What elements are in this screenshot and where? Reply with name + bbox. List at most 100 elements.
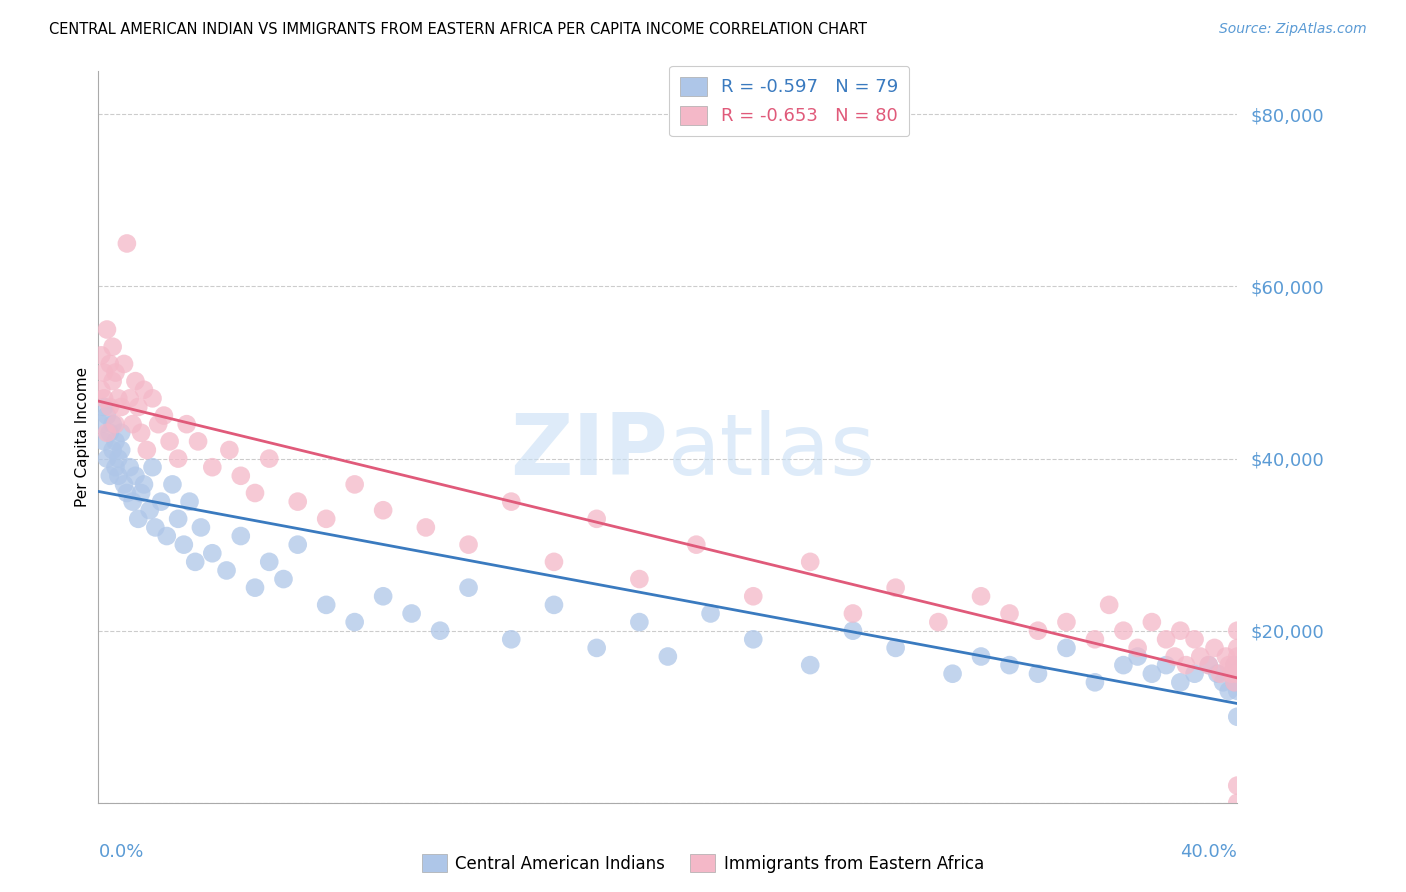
Point — [1226, 649, 1249, 664]
Point — [124, 468, 146, 483]
Point — [167, 512, 190, 526]
Point — [373, 503, 395, 517]
Point — [176, 417, 198, 432]
Point — [842, 624, 865, 638]
Point — [1226, 779, 1249, 793]
Point — [742, 632, 765, 647]
Point — [1140, 615, 1163, 629]
Point — [110, 442, 132, 457]
Point — [343, 615, 366, 629]
Point — [93, 400, 115, 414]
Point — [112, 357, 135, 371]
Point — [842, 607, 865, 621]
Point — [98, 400, 121, 414]
Point — [685, 538, 707, 552]
Point — [628, 572, 651, 586]
Point — [1084, 675, 1107, 690]
Point — [110, 400, 132, 414]
Point — [90, 348, 112, 362]
Point — [259, 451, 281, 466]
Point — [1226, 796, 1249, 810]
Text: 40.0%: 40.0% — [1181, 843, 1237, 861]
Point — [1026, 666, 1049, 681]
Point — [96, 425, 118, 440]
Point — [115, 486, 138, 500]
Point — [104, 366, 127, 380]
Point — [1223, 675, 1246, 690]
Point — [229, 529, 252, 543]
Point — [127, 512, 149, 526]
Text: CENTRAL AMERICAN INDIAN VS IMMIGRANTS FROM EASTERN AFRICA PER CAPITA INCOME CORR: CENTRAL AMERICAN INDIAN VS IMMIGRANTS FR… — [49, 22, 868, 37]
Point — [118, 460, 141, 475]
Point — [190, 520, 212, 534]
Point — [93, 434, 115, 449]
Point — [118, 392, 141, 406]
Point — [884, 640, 907, 655]
Point — [415, 520, 437, 534]
Point — [1170, 675, 1192, 690]
Point — [1223, 658, 1246, 673]
Point — [162, 477, 184, 491]
Point — [243, 486, 266, 500]
Point — [156, 529, 179, 543]
Point — [101, 374, 124, 388]
Point — [115, 236, 138, 251]
Point — [373, 589, 395, 603]
Point — [1184, 632, 1206, 647]
Point — [1223, 658, 1246, 673]
Point — [998, 658, 1021, 673]
Point — [201, 460, 224, 475]
Point — [243, 581, 266, 595]
Point — [401, 607, 423, 621]
Legend: R = -0.597   N = 79, R = -0.653   N = 80: R = -0.597 N = 79, R = -0.653 N = 80 — [669, 66, 910, 136]
Text: Source: ZipAtlas.com: Source: ZipAtlas.com — [1219, 22, 1367, 37]
Point — [141, 392, 163, 406]
Point — [1198, 658, 1220, 673]
Point — [501, 494, 523, 508]
Point — [1215, 649, 1237, 664]
Point — [201, 546, 224, 560]
Point — [159, 434, 181, 449]
Point — [129, 425, 152, 440]
Legend: Central American Indians, Immigrants from Eastern Africa: Central American Indians, Immigrants fro… — [415, 847, 991, 880]
Point — [93, 392, 115, 406]
Point — [127, 400, 149, 414]
Point — [101, 442, 124, 457]
Point — [1212, 675, 1234, 690]
Point — [315, 512, 337, 526]
Point — [107, 392, 129, 406]
Point — [104, 417, 127, 432]
Point — [315, 598, 337, 612]
Point — [1218, 684, 1240, 698]
Point — [141, 460, 163, 475]
Y-axis label: Per Capita Income: Per Capita Income — [75, 367, 90, 508]
Point — [970, 649, 993, 664]
Point — [1084, 632, 1107, 647]
Point — [628, 615, 651, 629]
Point — [457, 581, 479, 595]
Point — [107, 451, 129, 466]
Point — [1226, 684, 1249, 698]
Point — [1163, 649, 1185, 664]
Point — [927, 615, 949, 629]
Point — [1184, 666, 1206, 681]
Point — [187, 434, 209, 449]
Point — [1140, 666, 1163, 681]
Point — [1220, 666, 1243, 681]
Point — [998, 607, 1021, 621]
Point — [457, 538, 479, 552]
Point — [1206, 666, 1229, 681]
Point — [153, 409, 176, 423]
Point — [259, 555, 281, 569]
Point — [1098, 598, 1121, 612]
Point — [132, 383, 155, 397]
Point — [1112, 658, 1135, 673]
Point — [101, 417, 124, 432]
Point — [150, 494, 173, 508]
Point — [1226, 710, 1249, 724]
Point — [135, 442, 157, 457]
Point — [184, 555, 207, 569]
Point — [96, 409, 118, 423]
Point — [107, 468, 129, 483]
Point — [98, 357, 121, 371]
